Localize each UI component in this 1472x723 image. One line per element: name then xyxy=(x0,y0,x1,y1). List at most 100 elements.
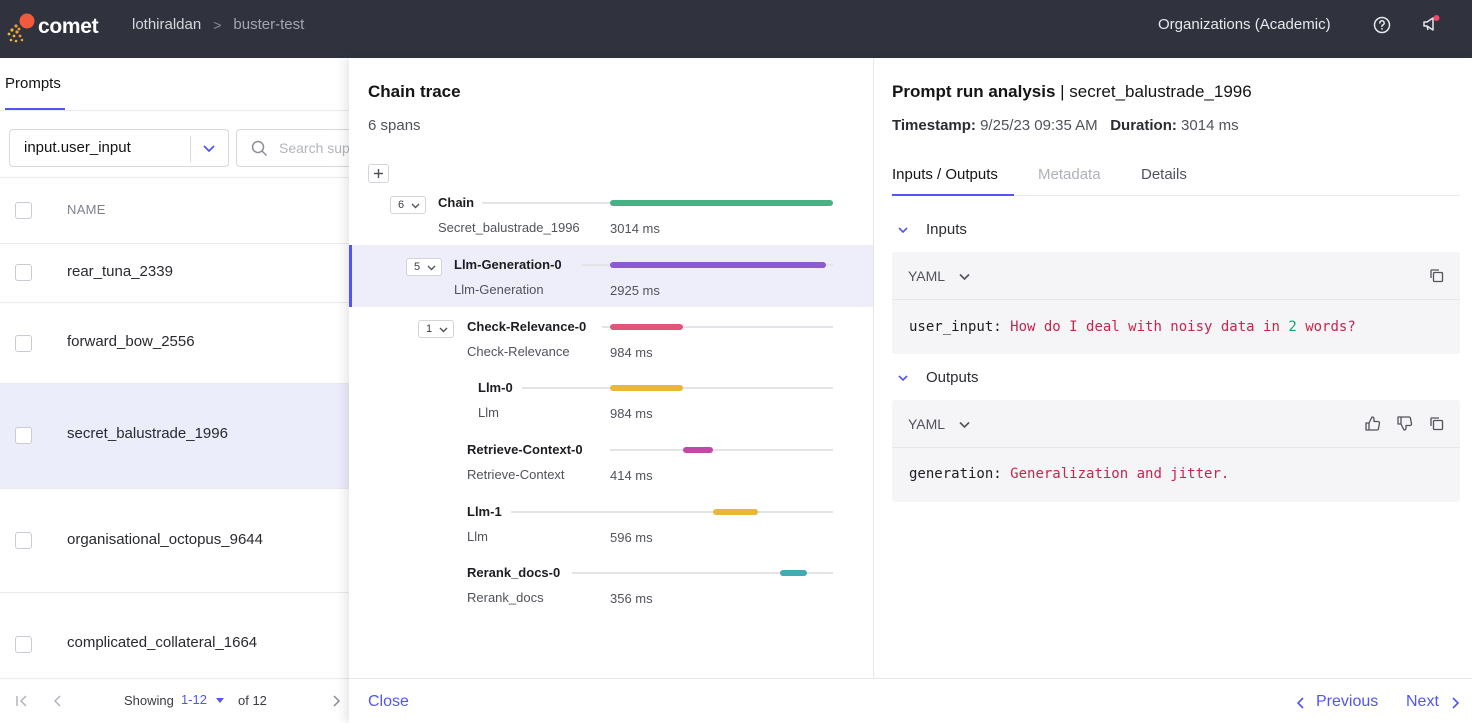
span-name: Chain xyxy=(438,195,475,210)
tab-details[interactable]: Details xyxy=(1141,166,1187,183)
prompt-run-analysis: Prompt run analysis | secret_balustrade_… xyxy=(874,58,1472,678)
span-collapse-toggle[interactable]: 1 xyxy=(418,320,454,338)
span-type: Check-Relevance xyxy=(467,344,570,359)
span-row[interactable]: 1 Check-Relevance-0 Check-Relevance 984 ms xyxy=(349,307,873,369)
column-select-value: input.user_input xyxy=(24,139,131,156)
span-name: Llm-0 xyxy=(478,380,513,395)
span-duration: 2925 ms xyxy=(610,283,660,298)
page-range-select[interactable]: 1-12 xyxy=(181,692,208,707)
input-key: user_input: xyxy=(909,319,1002,335)
chevron-down-icon[interactable] xyxy=(896,223,910,237)
span-type: Secret_balustrade_1996 xyxy=(438,220,580,235)
copy-icon[interactable] xyxy=(1428,267,1445,284)
row-checkbox[interactable] xyxy=(15,532,32,549)
format-select[interactable]: YAML xyxy=(908,268,946,284)
column-header-name[interactable]: NAME xyxy=(67,202,106,217)
previous-page-icon[interactable] xyxy=(50,693,66,709)
timeline-track xyxy=(609,449,833,451)
span-duration-bar xyxy=(780,570,807,576)
chevron-down-icon[interactable] xyxy=(958,418,971,431)
span-row[interactable]: Rerank_docs-0 Rerank_docs 356 ms xyxy=(349,553,873,615)
expand-all-button[interactable] xyxy=(368,164,389,183)
organizations-menu[interactable]: Organizations (Academic) xyxy=(1158,16,1331,33)
span-duration: 414 ms xyxy=(610,468,653,483)
row-checkbox[interactable] xyxy=(15,264,32,281)
duration-value: 3014 ms xyxy=(1176,117,1239,134)
span-row[interactable]: Llm-0 Llm 984 ms xyxy=(349,368,873,430)
comet-logo[interactable]: comet xyxy=(6,8,106,46)
divider xyxy=(0,177,349,178)
outputs-code-block: YAML generation: Generalization and jitt… xyxy=(892,400,1460,502)
select-all-checkbox[interactable] xyxy=(15,202,32,219)
breadcrumb: lothiraldan > buster-test xyxy=(132,16,304,33)
child-count: 6 xyxy=(398,199,405,211)
tab-prompts[interactable]: Prompts xyxy=(5,75,61,92)
first-page-icon[interactable] xyxy=(14,693,30,709)
code-block-header: YAML xyxy=(892,400,1460,448)
format-select[interactable]: YAML xyxy=(908,416,946,432)
chevron-down-icon[interactable] xyxy=(201,140,217,156)
inputs-section-title[interactable]: Inputs xyxy=(926,221,967,238)
table-row[interactable]: complicated_collateral_1664 xyxy=(0,592,349,678)
caret-down-icon[interactable] xyxy=(213,693,227,707)
tab-inputs-outputs[interactable]: Inputs / Outputs xyxy=(892,166,998,183)
close-button[interactable]: Close xyxy=(368,693,409,710)
span-duration-bar xyxy=(610,262,827,268)
plus-icon xyxy=(374,169,383,178)
table-header: NAME xyxy=(0,178,349,243)
run-meta: Timestamp: 9/25/23 09:35 AM Duration: 30… xyxy=(892,117,1239,134)
row-checkbox[interactable] xyxy=(15,335,32,352)
tab-metadata[interactable]: Metadata xyxy=(1038,166,1101,183)
logo-text: comet xyxy=(38,15,99,38)
timestamp-value: 9/25/23 09:35 AM xyxy=(975,117,1098,134)
announcements-icon[interactable] xyxy=(1421,14,1441,34)
column-select[interactable]: input.user_input xyxy=(9,129,229,167)
span-name: Llm-1 xyxy=(467,504,502,519)
analysis-title: Prompt run analysis | secret_balustrade_… xyxy=(892,82,1252,102)
span-duration-bar xyxy=(610,324,683,330)
span-row-selected[interactable]: 5 Llm-Generation-0 Llm-Generation 2925 ms xyxy=(349,245,873,307)
table-row[interactable]: rear_tuna_2339 xyxy=(0,243,349,302)
row-checkbox[interactable] xyxy=(15,636,32,653)
table-row[interactable]: organisational_octopus_9644 xyxy=(0,488,349,592)
tab-active-indicator xyxy=(5,108,65,110)
search-placeholder: Search sup xyxy=(279,140,350,156)
outputs-section-title[interactable]: Outputs xyxy=(926,369,979,386)
thumbs-down-icon[interactable] xyxy=(1396,415,1413,432)
child-count: 1 xyxy=(426,323,433,335)
span-duration: 984 ms xyxy=(610,406,653,421)
span-count: 6 spans xyxy=(368,117,421,134)
next-button[interactable]: Next xyxy=(1406,693,1439,710)
inputs-code-block: YAML user_input: How do I deal with nois… xyxy=(892,252,1460,354)
chevron-down-icon[interactable] xyxy=(958,270,971,283)
analysis-run-name: | secret_balustrade_1996 xyxy=(1055,82,1252,101)
search-input[interactable]: Search sup xyxy=(236,129,366,167)
span-collapse-toggle[interactable]: 6 xyxy=(390,196,426,214)
chevron-down-icon[interactable] xyxy=(896,371,910,385)
chevron-left-icon[interactable] xyxy=(1294,696,1308,710)
table-row-selected[interactable]: secret_balustrade_1996 xyxy=(0,383,349,488)
chevron-right-icon[interactable] xyxy=(1448,696,1462,710)
table-row[interactable]: forward_bow_2556 xyxy=(0,302,349,383)
span-collapse-toggle[interactable]: 5 xyxy=(406,258,442,276)
span-type: Llm xyxy=(467,529,488,544)
analysis-title-label: Prompt run analysis xyxy=(892,82,1056,101)
span-row[interactable]: Retrieve-Context-0 Retrieve-Context 414 ms xyxy=(349,430,873,492)
breadcrumb-project[interactable]: buster-test xyxy=(233,16,305,33)
thumbs-up-icon[interactable] xyxy=(1364,415,1381,432)
copy-icon[interactable] xyxy=(1428,415,1445,432)
breadcrumb-workspace[interactable]: lothiraldan xyxy=(132,16,202,33)
span-row[interactable]: 6 Chain Secret_balustrade_1996 3014 ms xyxy=(349,183,873,245)
comet-logo-icon xyxy=(7,13,35,43)
output-yaml: generation: Generalization and jitter. xyxy=(909,466,1229,482)
tab-active-indicator xyxy=(892,194,1014,196)
span-type: Retrieve-Context xyxy=(467,467,565,482)
span-duration-bar xyxy=(682,447,714,453)
help-icon[interactable] xyxy=(1373,16,1391,34)
chain-trace-panel: Chain trace 6 spans 6 Chain Secret_balustr… xyxy=(349,58,874,678)
span-row[interactable]: Llm-1 Llm 596 ms xyxy=(349,492,873,554)
row-checkbox[interactable] xyxy=(15,427,32,444)
next-page-icon[interactable] xyxy=(328,693,344,709)
previous-button[interactable]: Previous xyxy=(1316,693,1379,710)
span-name: Check-Relevance-0 xyxy=(467,319,587,334)
